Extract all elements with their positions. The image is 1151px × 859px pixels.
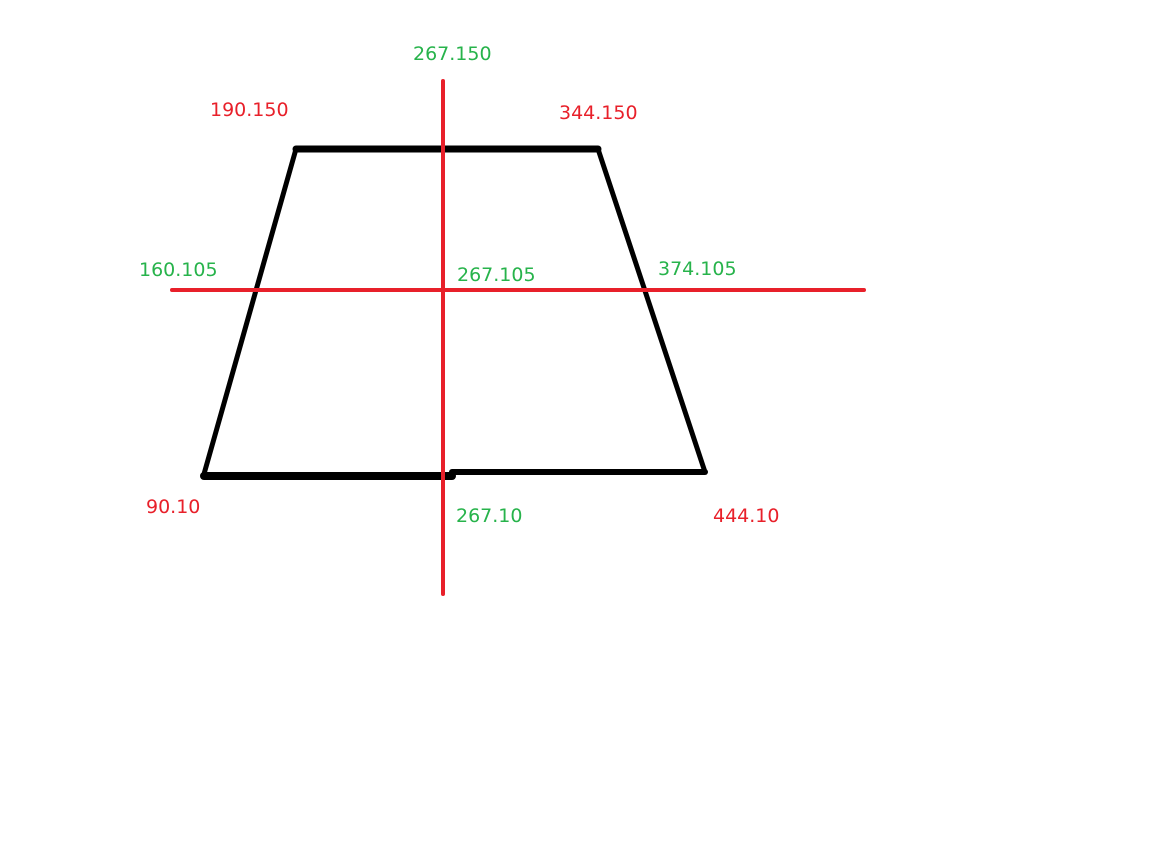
trapezoid-left-edge	[201, 146, 299, 477]
label-axis-right: 374.105	[658, 258, 737, 280]
label-axis-bottom: 267.10	[456, 505, 523, 527]
guide-lines	[170, 79, 866, 596]
label-bottom-right: 444.10	[713, 505, 780, 527]
label-top-right: 344.150	[559, 102, 638, 124]
label-bottom-left: 90.10	[146, 496, 201, 518]
label-axis-left: 160.105	[139, 259, 218, 281]
label-axis-top: 267.150	[413, 43, 492, 65]
trapezoid-shape	[200, 145, 708, 480]
trapezoid-right-edge	[595, 146, 708, 475]
label-axis-center: 267.105	[457, 264, 536, 286]
label-top-left: 190.150	[210, 99, 289, 121]
